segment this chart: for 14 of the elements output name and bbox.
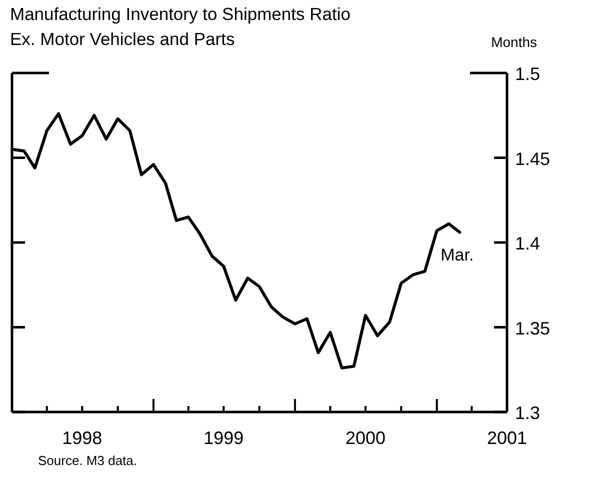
y-tick-label: 1.35 (515, 318, 550, 338)
chart-title: Manufacturing Inventory to Shipments Ratio (10, 4, 350, 24)
annotation: Mar. (440, 245, 474, 264)
y-tick-label: 1.45 (515, 148, 550, 169)
source-note: Source. M3 data. (38, 453, 137, 468)
x-tick-label: 1998 (62, 428, 102, 448)
chart-subtitle: Ex. Motor Vehicles and Parts (10, 29, 235, 49)
x-tick-label: 2000 (345, 428, 386, 448)
y-axis-title: Months (491, 34, 537, 50)
y-tick-label: 1.5 (515, 64, 540, 84)
y-tick-label: 1.4 (515, 234, 540, 254)
x-tick-label: 2001 (486, 428, 528, 448)
x-tick-label: 1999 (204, 428, 244, 448)
y-tick-label: 1.3 (515, 403, 540, 423)
